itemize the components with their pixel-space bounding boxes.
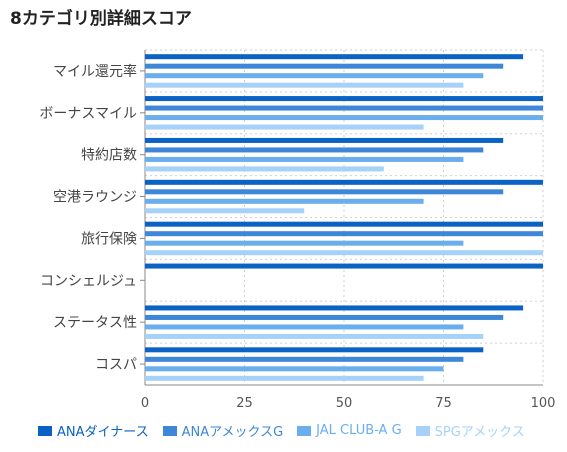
- bar: [145, 63, 504, 69]
- y-tick-label: 空港ラウンジ: [53, 190, 137, 206]
- legend-item[interactable]: ANAアメックスG: [162, 421, 284, 440]
- y-tick-label: マイル還元率: [53, 63, 137, 80]
- legend-swatch: [297, 425, 312, 436]
- legend-label: ANAアメックスG: [181, 425, 284, 440]
- bar: [145, 166, 384, 172]
- legend-item[interactable]: ANAダイナース: [38, 421, 149, 440]
- bar: [145, 124, 424, 130]
- bar: [145, 147, 484, 153]
- bar: [145, 156, 464, 162]
- y-tick-label: 特約店数: [81, 148, 137, 164]
- x-tick-label: 25: [236, 396, 253, 411]
- y-tick-label: 旅行保険: [81, 231, 137, 247]
- bar: [145, 179, 543, 185]
- bar: [145, 240, 464, 246]
- y-tick-label: コンシェルジュ: [40, 273, 137, 289]
- bar: [145, 82, 464, 88]
- bar: [145, 115, 543, 121]
- bar: [145, 221, 543, 227]
- bar: [145, 250, 543, 256]
- bar: [145, 324, 464, 330]
- legend-label: SPGアメックス: [434, 425, 525, 440]
- y-tick-label: ボーナスマイル: [39, 106, 137, 122]
- bar: [145, 96, 543, 102]
- chart-legend: ANAダイナース ANAアメックスG JAL CLUB-A G SPGアメックス: [38, 421, 525, 440]
- legend-swatch: [162, 425, 177, 436]
- legend-label: ANAダイナース: [57, 425, 149, 440]
- bar-chart: 0 25 50 75 100 マイル還元率ボーナスマイル特約店数空港ラウンジ旅行保険コンシ…: [39, 49, 556, 411]
- bar: [145, 54, 524, 60]
- x-tick-label: 100: [531, 396, 556, 411]
- y-tick-label: ステータス性: [53, 315, 137, 331]
- bar: [145, 231, 543, 237]
- bar: [145, 305, 524, 311]
- y-tick-label: コスパ: [95, 357, 137, 373]
- bar: [145, 366, 444, 372]
- bar: [145, 198, 424, 204]
- x-tick-label: 75: [435, 396, 452, 411]
- legend-swatch: [38, 425, 52, 436]
- bar: [145, 375, 424, 381]
- bar: [145, 208, 305, 214]
- bar: [145, 73, 484, 79]
- legend-swatch: [415, 425, 430, 436]
- legend-item[interactable]: JAL CLUB-A G: [297, 423, 402, 438]
- bar: [145, 189, 504, 195]
- legend-item[interactable]: SPGアメックス: [415, 421, 525, 440]
- x-tick-label: 50: [336, 396, 353, 411]
- bar: [145, 347, 484, 353]
- bar: [145, 356, 464, 362]
- bar: [145, 263, 543, 269]
- x-tick-label: 0: [141, 396, 149, 411]
- legend-label: JAL CLUB-A G: [316, 423, 402, 438]
- bar: [145, 137, 504, 143]
- bar: [145, 105, 543, 111]
- bar: [145, 333, 484, 339]
- chart-title: 8カテゴリ別詳細スコア: [10, 9, 192, 29]
- bar: [145, 314, 504, 320]
